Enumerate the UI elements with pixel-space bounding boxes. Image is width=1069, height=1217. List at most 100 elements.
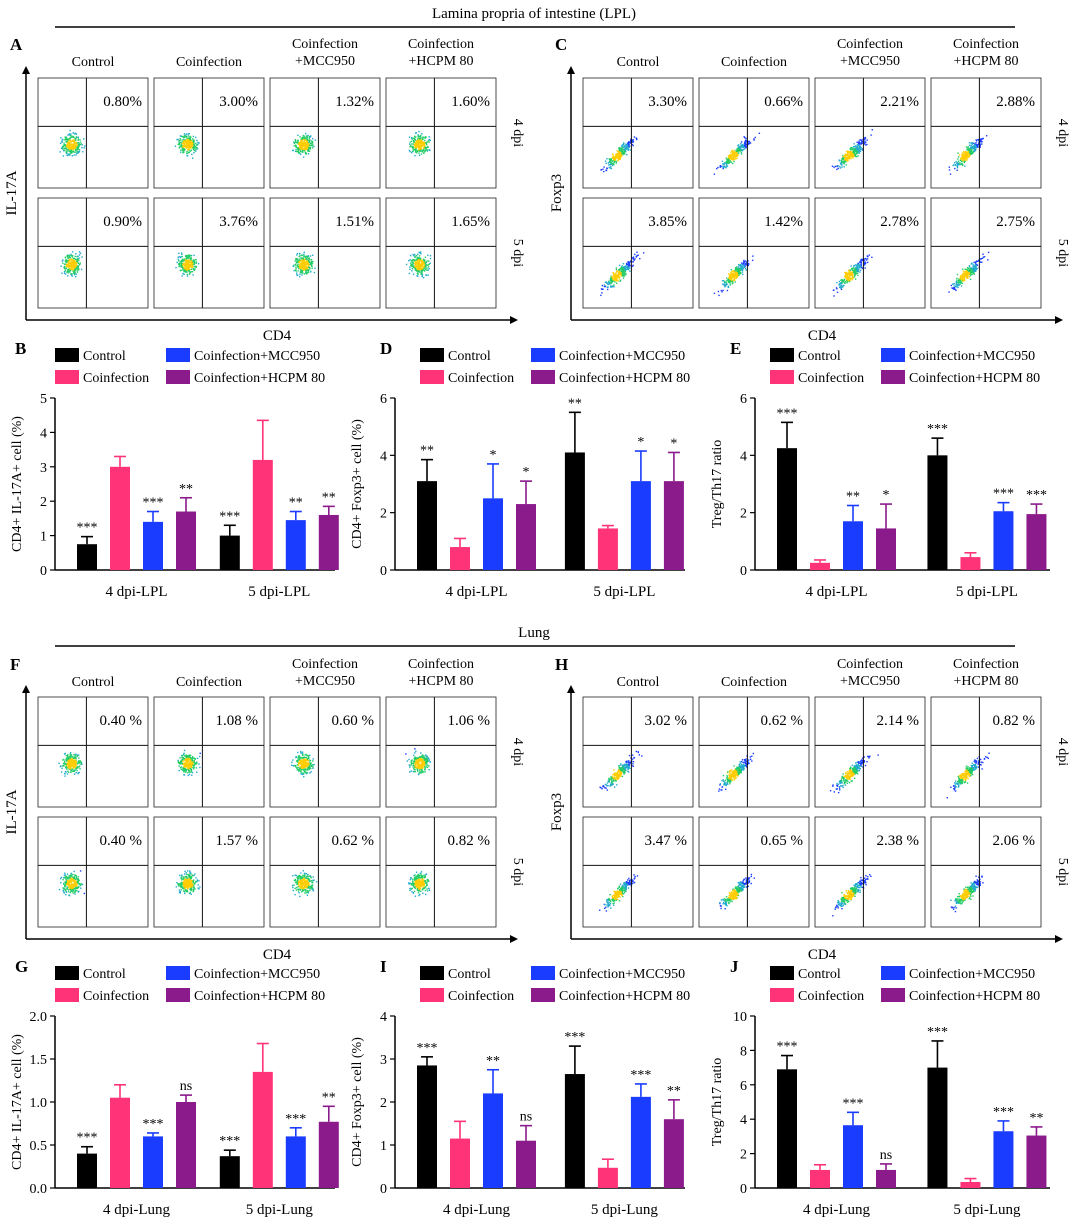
event-dot — [851, 153, 853, 155]
event-dot — [841, 158, 844, 161]
event-dot — [177, 256, 180, 258]
event-dot — [622, 277, 625, 279]
event-dot — [306, 259, 308, 262]
event-dot — [618, 153, 620, 155]
event-dot — [66, 768, 68, 770]
event-dot — [617, 159, 619, 162]
event-dot — [409, 254, 412, 257]
event-dot — [67, 754, 69, 756]
event-dot — [971, 262, 973, 264]
event-dot — [75, 151, 77, 153]
event-dot — [726, 165, 728, 168]
event-dot — [307, 143, 310, 145]
event-dot — [72, 764, 75, 767]
event-dot — [742, 144, 744, 146]
event-dot — [66, 766, 68, 769]
column-header: Coinfection — [408, 657, 474, 672]
event-dot — [853, 147, 855, 150]
event-dot — [866, 139, 868, 141]
event-dot — [732, 158, 735, 160]
event-dot — [310, 264, 313, 266]
event-dot — [189, 147, 191, 149]
event-dot — [424, 139, 426, 142]
event-dot — [740, 272, 742, 275]
event-dot — [76, 151, 79, 153]
event-dot — [854, 271, 856, 273]
event-dot — [952, 287, 955, 289]
event-dot — [858, 266, 860, 268]
event-dot — [65, 758, 67, 761]
event-dot — [72, 269, 74, 271]
event-dot — [731, 273, 734, 275]
event-dot — [299, 264, 301, 267]
event-dot — [184, 763, 186, 766]
event-dot — [855, 155, 857, 158]
event-dot — [846, 280, 848, 282]
event-dot — [968, 152, 971, 154]
event-dot — [960, 285, 963, 287]
event-dot — [740, 262, 743, 264]
event-dot — [974, 149, 976, 151]
event-dot — [973, 273, 976, 275]
event-dot — [188, 148, 191, 150]
event-dot — [860, 263, 862, 266]
event-dot — [308, 264, 310, 267]
event-dot — [68, 259, 71, 262]
event-dot — [623, 146, 625, 148]
event-dot — [725, 167, 727, 169]
event-dot — [961, 278, 963, 280]
event-dot — [621, 269, 623, 271]
event-dot — [969, 152, 972, 155]
event-dot — [65, 764, 68, 767]
event-dot — [642, 252, 645, 254]
event-dot — [193, 759, 196, 762]
event-dot — [62, 759, 64, 761]
event-dot — [191, 771, 194, 774]
event-dot — [743, 148, 746, 150]
event-dot — [859, 146, 861, 149]
event-dot — [67, 269, 69, 271]
event-dot — [304, 758, 306, 761]
event-dot — [306, 138, 308, 140]
event-dot — [190, 142, 192, 145]
event-dot — [194, 148, 197, 150]
q2-percent: 0.80% — [103, 94, 142, 110]
event-dot — [622, 145, 624, 147]
event-dot — [973, 261, 975, 264]
event-dot — [304, 255, 307, 258]
event-dot — [743, 146, 745, 148]
event-dot — [853, 268, 855, 270]
event-dot — [182, 760, 184, 762]
event-dot — [186, 147, 188, 149]
event-dot — [610, 281, 613, 283]
event-dot — [308, 261, 311, 263]
event-dot — [737, 270, 739, 272]
event-dot — [307, 269, 309, 272]
event-dot — [297, 761, 299, 763]
event-dot — [858, 144, 860, 146]
event-dot — [291, 761, 293, 764]
event-dot — [194, 145, 197, 148]
event-dot — [67, 143, 69, 146]
event-dot — [65, 263, 68, 266]
event-dot — [609, 160, 611, 162]
event-dot — [758, 132, 761, 134]
event-dot — [299, 150, 302, 153]
event-dot — [300, 138, 302, 141]
event-dot — [195, 763, 198, 765]
event-dot — [412, 266, 415, 269]
event-dot — [74, 272, 76, 275]
event-dot — [181, 275, 183, 277]
event-dot — [621, 275, 623, 277]
event-dot — [743, 265, 745, 267]
event-dot — [961, 157, 964, 159]
event-dot — [417, 134, 419, 136]
event-dot — [736, 157, 738, 159]
event-dot — [426, 267, 428, 269]
event-dot — [628, 266, 630, 268]
event-dot — [308, 147, 311, 149]
event-dot — [964, 152, 966, 154]
event-dot — [76, 755, 78, 758]
event-dot — [635, 256, 637, 258]
event-dot — [183, 771, 185, 773]
